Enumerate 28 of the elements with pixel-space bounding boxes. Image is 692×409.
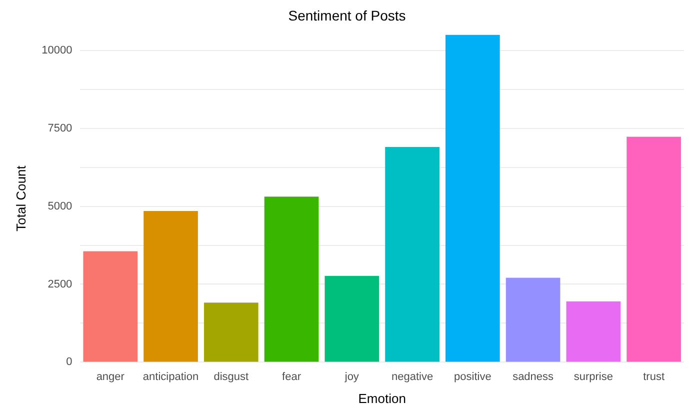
y-tick-label: 0 [66, 356, 72, 368]
bar [264, 196, 319, 362]
x-tick-label: fear [282, 370, 302, 383]
bar [445, 34, 500, 362]
x-tick-label: surprise [574, 370, 613, 383]
x-tick-label: disgust [214, 370, 249, 383]
x-tick-label: sadness [512, 370, 554, 383]
y-tick-label: 2500 [48, 278, 72, 290]
x-tick-label: positive [454, 370, 492, 383]
bar [144, 210, 198, 362]
bar [385, 147, 440, 362]
x-tick-label: anticipation [142, 370, 199, 383]
bar [626, 136, 681, 362]
x-tick-label: negative [391, 370, 434, 383]
bar [566, 301, 621, 362]
y-axis-title: Total Count [13, 165, 28, 232]
bar [506, 278, 560, 362]
bar [204, 302, 258, 362]
x-tick-label: anger [96, 370, 125, 383]
y-tick-label: 7500 [48, 122, 72, 134]
bar [83, 251, 138, 362]
y-tick-label: 5000 [48, 200, 72, 212]
y-tick-label: 10000 [42, 44, 72, 56]
x-tick-label: trust [643, 370, 665, 383]
x-tick-label: joy [344, 370, 360, 383]
chart-title: Sentiment of Posts [288, 7, 406, 24]
bar [324, 276, 380, 362]
x-axis-title: Emotion [358, 390, 406, 406]
